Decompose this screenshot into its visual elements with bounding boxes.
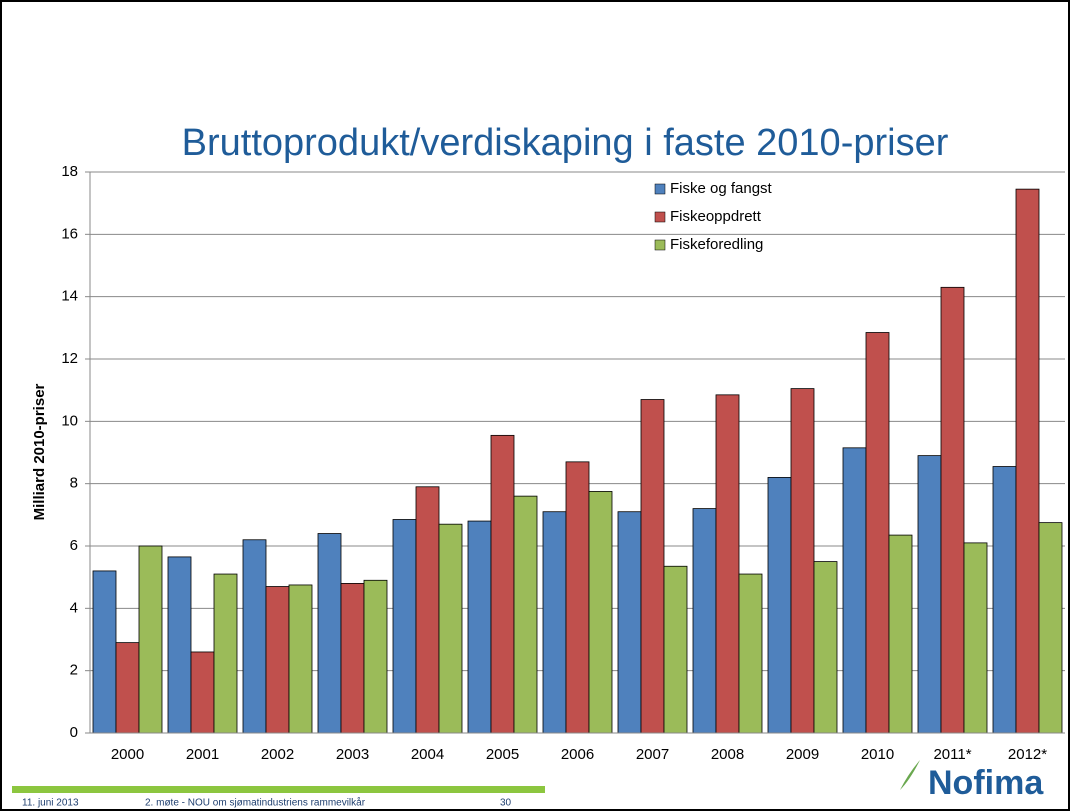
x-tick-label: 2001 [186,746,219,763]
chart-title: Bruttoprodukt/verdiskaping i faste 2010-… [182,122,949,164]
logo-leaf [900,760,920,790]
bar [640,399,665,734]
logo: Nofima [928,764,1044,802]
y-tick-label: 0 [70,724,78,741]
bar [115,642,140,734]
y-tick-label: 16 [61,225,78,242]
legend-swatch [654,211,666,223]
bar [888,534,913,734]
bar [288,584,313,734]
x-tick-label: 2011* [933,746,971,763]
x-tick-label: 2008 [711,746,744,763]
x-tick-label: 2004 [411,746,444,763]
bar [842,447,867,734]
bar [92,570,117,734]
y-tick-label: 10 [61,412,78,429]
legend-swatch [654,239,666,251]
x-tick-label: 2005 [486,746,519,763]
bar [767,477,792,734]
y-tick-label: 14 [61,288,78,305]
y-tick-label: 8 [70,475,78,492]
bar [317,533,342,734]
bar [992,466,1017,734]
x-tick-label: 2010 [861,746,894,763]
bar [917,455,942,734]
bar [1038,522,1063,734]
y-tick-label: 6 [70,537,78,554]
footer-page: 30 [500,798,512,809]
x-tick-label: 2007 [636,746,669,763]
bar [340,583,365,734]
bar [588,491,613,734]
bar [715,394,740,734]
bar [213,573,238,734]
bar [415,486,440,734]
legend-swatch [654,183,666,195]
bar [363,579,388,734]
x-tick-label: 2002 [261,746,294,763]
y-tick-label: 4 [70,599,78,616]
x-tick-label: 2006 [561,746,594,763]
y-tick-label: 18 [61,163,78,180]
x-tick-label: 2009 [786,746,819,763]
bar [940,286,965,734]
bar [138,545,163,734]
y-tick-label: 2 [70,662,78,679]
x-tick-label: 2003 [336,746,369,763]
bar [167,556,192,734]
bar [565,461,590,734]
legend-label: Fiskeforedling [670,236,763,253]
bar [190,651,215,734]
y-tick-label: 12 [61,350,78,367]
bar [813,561,838,734]
bar [513,495,538,734]
legend-label: Fiskeoppdrett [670,208,762,225]
bar [738,573,763,734]
bar [692,508,717,734]
bar [467,520,492,734]
bar [438,523,463,734]
bar [392,519,417,734]
bar [865,332,890,734]
x-tick-label: 2012* [1008,746,1047,763]
y-axis-label: Milliard 2010-priser [31,383,48,520]
footer-bar [12,786,545,793]
x-tick-label: 2000 [111,746,144,763]
legend-label: Fiske og fangst [670,180,773,197]
bar [490,434,515,734]
footer-text: 2. møte - NOU om sjømatindustriens ramme… [145,797,366,809]
bar [242,539,267,734]
bar [663,565,688,734]
bar [963,542,988,734]
footer-date: 11. juni 2013 [22,798,79,809]
bar [790,388,815,734]
bar [542,511,567,734]
bar [617,511,642,734]
bar [265,586,290,734]
bar [1015,188,1040,734]
